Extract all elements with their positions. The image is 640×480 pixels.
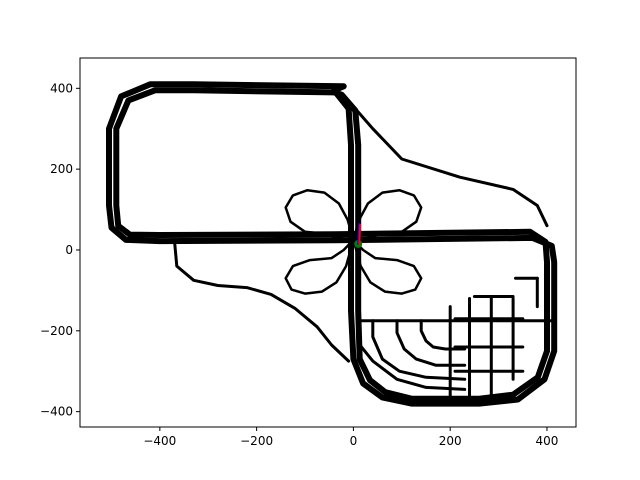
axes: −400 −200 0 200 400 −400 −200 0 200 400 <box>40 57 577 448</box>
y-tick-label: −400 <box>40 405 73 419</box>
y-tick-label: 400 <box>50 81 73 95</box>
track-inner-loop <box>113 87 550 402</box>
y-tick-label: 0 <box>65 243 73 257</box>
track-inner-arc-3 <box>371 319 467 381</box>
track-inner-arc-1 <box>419 319 467 351</box>
x-tick-label: 400 <box>536 434 559 448</box>
plot-area <box>106 81 558 407</box>
x-tick-label: 200 <box>439 434 462 448</box>
heading-vector-3 <box>358 223 362 245</box>
track-clover-petal-3 <box>284 238 355 295</box>
x-tick-label: −200 <box>240 434 273 448</box>
track-clover-petal-2 <box>352 188 423 242</box>
y-tick-label: −200 <box>40 324 73 338</box>
x-tick-label: −400 <box>143 434 176 448</box>
y-tick-label: 200 <box>50 162 73 176</box>
track-inner-arc-4 <box>356 341 467 391</box>
heading-vector-2 <box>357 222 361 245</box>
track-outer-loop <box>106 81 558 407</box>
track-clover-petal-1 <box>284 188 355 242</box>
track-inner-arc-2 <box>395 319 467 367</box>
axes-frame <box>79 57 577 428</box>
x-tick-label: 0 <box>350 434 358 448</box>
track-lower-left-curve <box>172 238 351 363</box>
track-clover-petal-4 <box>352 238 423 295</box>
track-upper-right-curve <box>351 105 549 228</box>
